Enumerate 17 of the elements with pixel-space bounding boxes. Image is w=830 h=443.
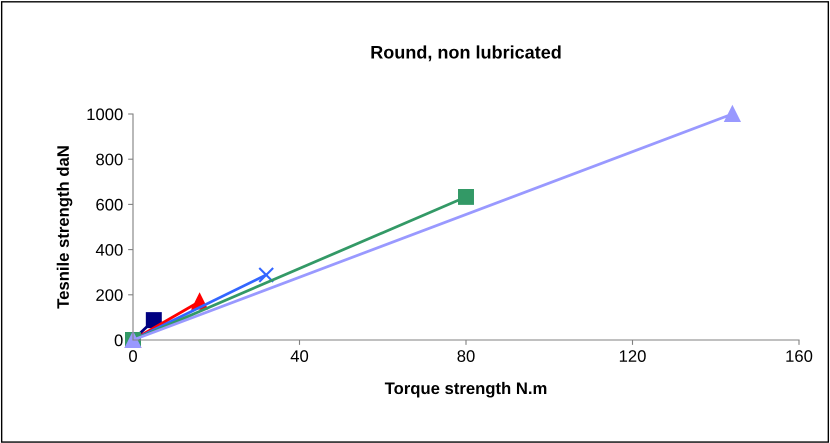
x-tick-label: 40 bbox=[290, 350, 308, 362]
y-tick-label: 1000 bbox=[87, 108, 123, 120]
x-tick-label: 160 bbox=[786, 350, 812, 362]
x-axis-title: Torque strength N.m bbox=[384, 382, 546, 398]
x-tick-label: 0 bbox=[129, 350, 137, 362]
y-axis-title: Tesnile strength daN bbox=[56, 146, 72, 309]
point bbox=[258, 266, 274, 283]
point bbox=[724, 106, 740, 122]
point bbox=[458, 188, 474, 205]
x-tick-label: 120 bbox=[620, 350, 646, 362]
y-tick-label: 400 bbox=[96, 244, 123, 256]
y-tick-label: 0 bbox=[114, 334, 123, 346]
y-tick-label: 200 bbox=[96, 289, 123, 302]
y-tick-label: 600 bbox=[96, 198, 123, 211]
y-tick-label: 800 bbox=[96, 154, 123, 166]
chart-title: Round, non lubricated bbox=[371, 45, 561, 62]
x-tick-label: 80 bbox=[457, 350, 475, 362]
